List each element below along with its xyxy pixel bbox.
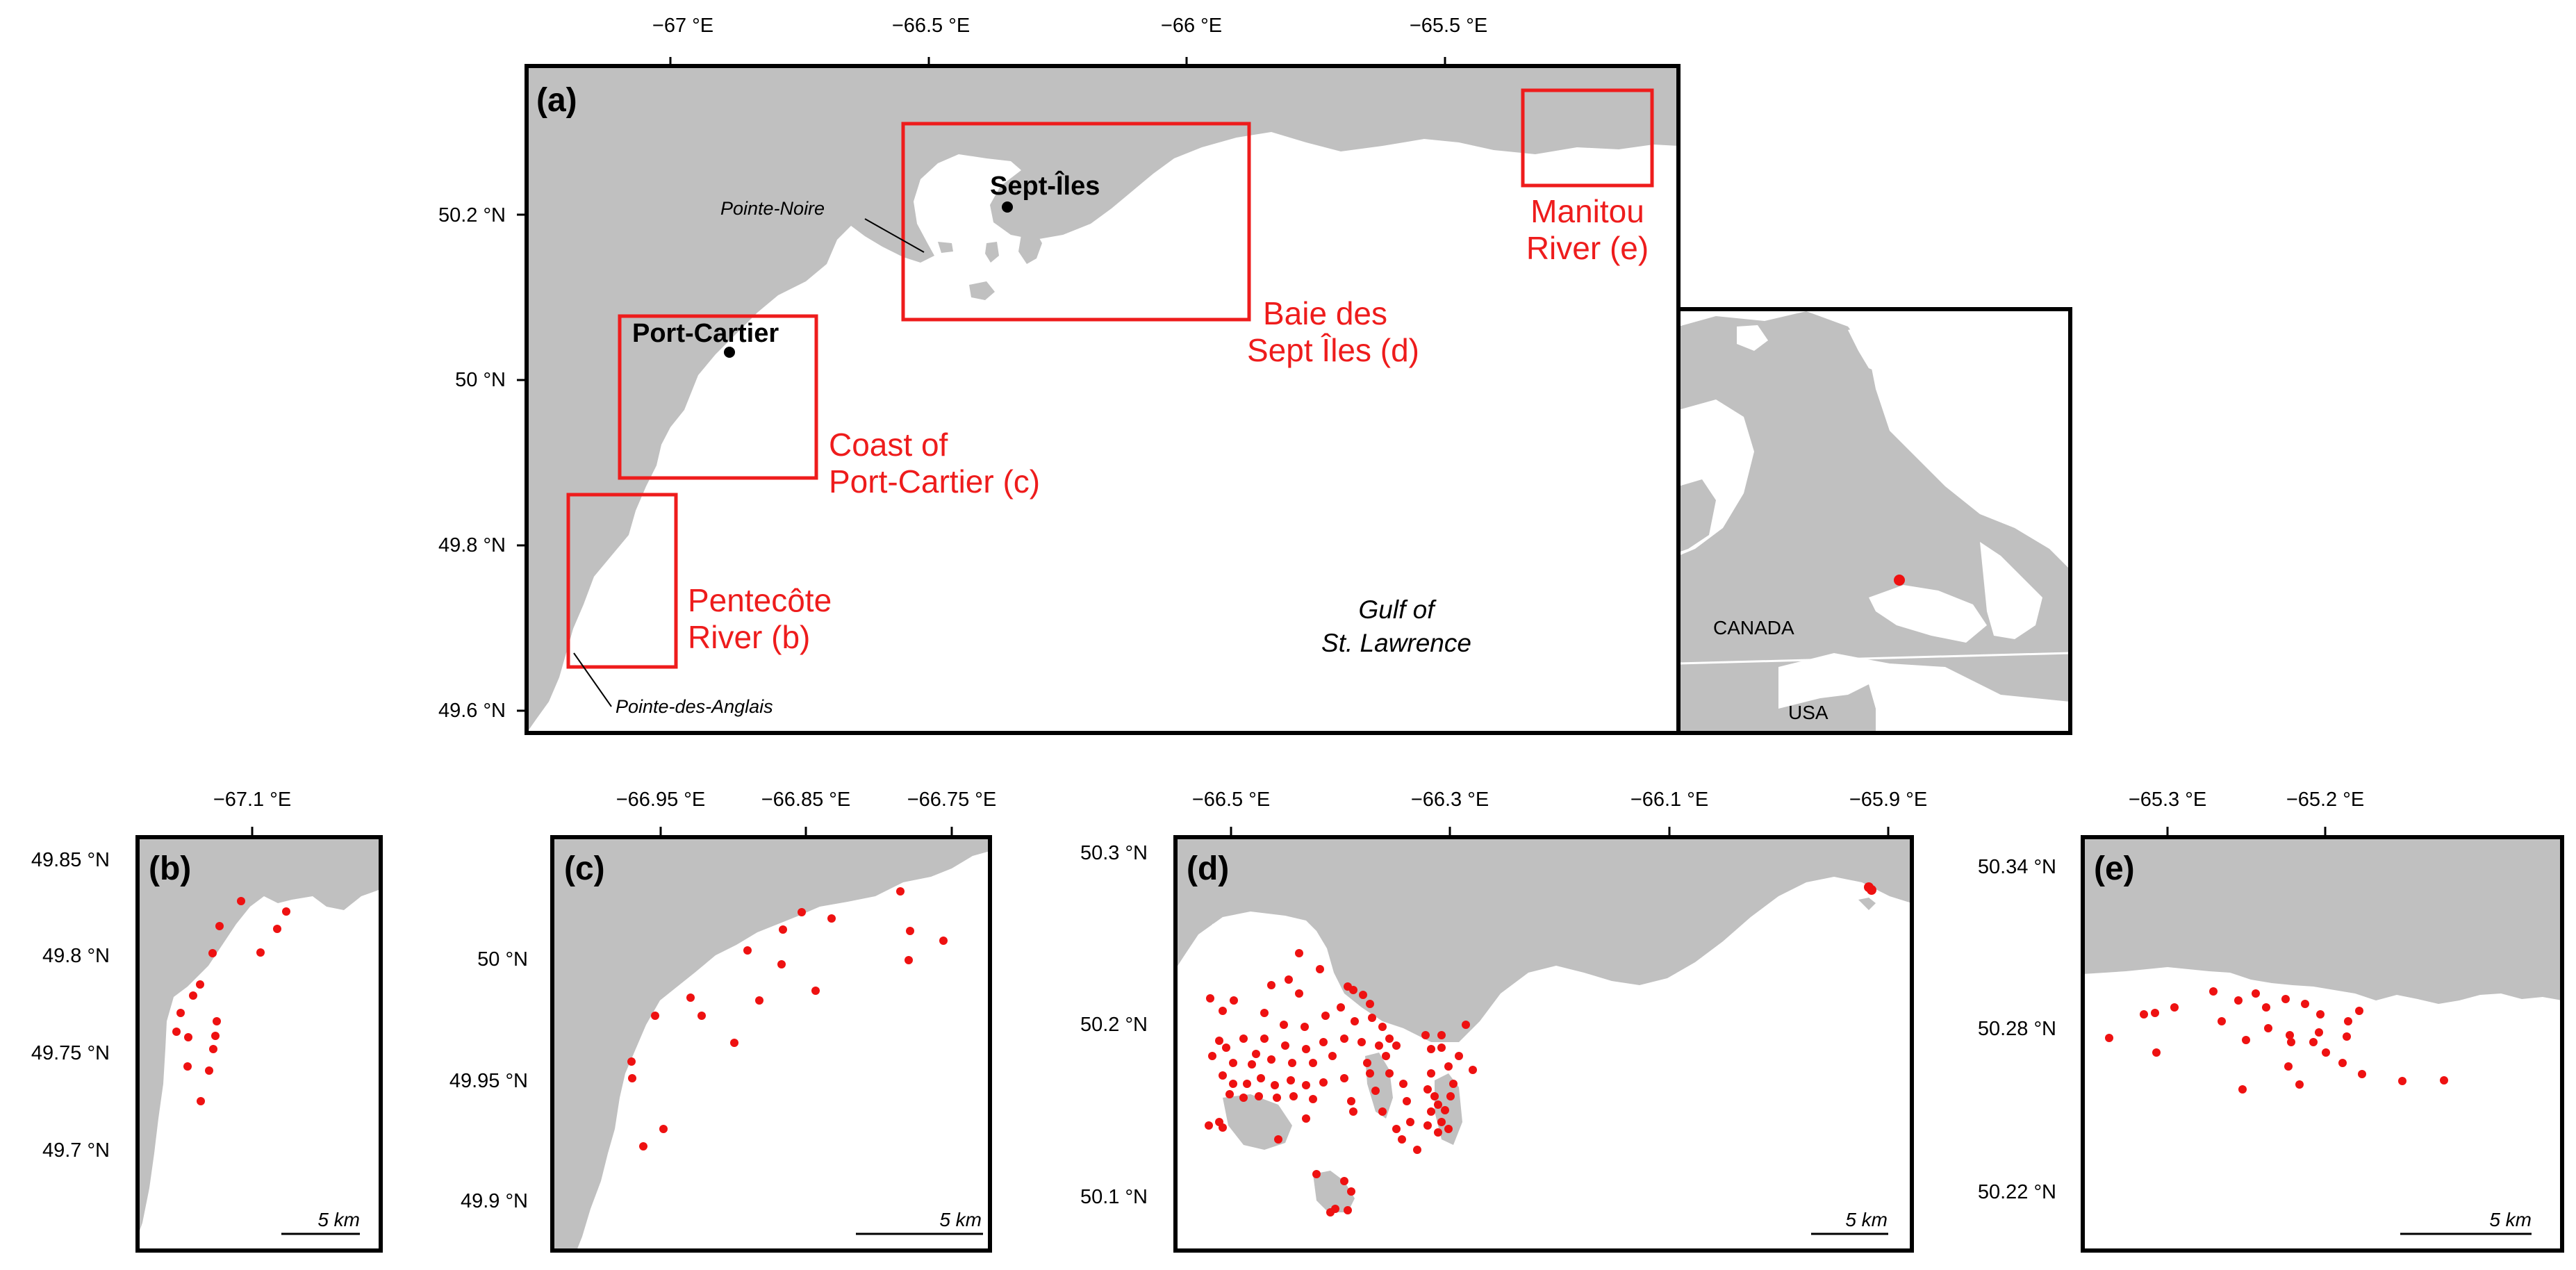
panel-d-top-tick-3: −66.1 °E <box>1630 789 1708 811</box>
island-petite-boule <box>985 242 999 263</box>
panel-c-top-tick-1: −66.95 °E <box>616 789 706 811</box>
panel-a-top-tick-3: −66 °E <box>1161 15 1222 37</box>
island-manowin <box>938 242 953 253</box>
inset-frame <box>1676 307 2072 735</box>
panel-b-land <box>138 837 381 1237</box>
panel-b: −67.1 °E 49.85 °N 49.8 °N 49.75 °N 49.7 … <box>31 789 383 1253</box>
zoom-box-baie-des-sept-iles <box>901 122 1251 322</box>
panel-e-left-tick-2: 50.28 °N <box>1978 1018 2056 1040</box>
panel-e-frame <box>2081 835 2564 1253</box>
panel-b-label: (b) <box>149 850 191 887</box>
zoom-box-pentecote <box>566 493 678 669</box>
port-cartier-marker <box>724 347 735 358</box>
panel-e-top-tick-2: −65.2 °E <box>2286 789 2364 811</box>
panel-d-left-tick-2: 50.2 °N <box>1080 1014 1148 1036</box>
panel-a-top-tick-1: −67 °E <box>652 15 713 37</box>
panel-b-left-tick-1: 49.85 °N <box>31 849 110 871</box>
panel-a-left-tick-4: 49.6 °N <box>438 700 506 722</box>
inset-map: CANADA USA <box>1676 307 2072 735</box>
panel-e-label: (e) <box>2094 850 2135 887</box>
study-area-marker <box>1894 575 1905 586</box>
panel-b-left-tick-4: 49.7 °N <box>42 1139 110 1162</box>
inset-canada-label: CANADA <box>1713 617 1794 638</box>
panel-a-left-tick-2: 50 °N <box>455 369 506 391</box>
island-grosse-boule <box>969 281 995 300</box>
panel-d: −66.5 °E −66.3 °E −66.1 °E −65.9 °E 50.3… <box>1080 789 1927 1253</box>
panel-c-points <box>627 887 948 1151</box>
port-cartier-label: Port-Cartier <box>632 319 779 348</box>
pointe-des-anglais-label: Pointe-des-Anglais <box>616 696 773 717</box>
panel-b-scale-label: 5 km <box>317 1209 360 1230</box>
panel-e-left-tick-1: 50.34 °N <box>1978 856 2056 878</box>
sept-iles-marker <box>1002 201 1013 213</box>
panel-e-land <box>2083 837 2562 1004</box>
label-baie-line1: Baie des <box>1263 295 1387 331</box>
panel-d-points <box>1205 882 1876 1217</box>
panel-d-top-tick-4: −65.9 °E <box>1849 789 1927 811</box>
panel-c-scale-label: 5 km <box>939 1209 982 1230</box>
panel-d-top-tick-1: −66.5 °E <box>1192 789 1270 811</box>
zoom-box-coast-port-cartier <box>618 314 818 480</box>
panel-a-label: (a) <box>536 82 577 119</box>
panel-b-left-tick-2: 49.8 °N <box>42 945 110 967</box>
panel-d-left-tick-3: 50.1 °N <box>1080 1186 1148 1208</box>
panel-c-land <box>552 837 990 1251</box>
panel-c-top-tick-2: −66.85 °E <box>761 789 851 811</box>
north-shore-land <box>527 66 1678 733</box>
gulf-label-line1: Gulf of <box>1359 595 1437 624</box>
island-grande-basque <box>1018 231 1042 264</box>
pointe-noire-label: Pointe-Noire <box>720 198 825 219</box>
panel-c-left-tick-3: 49.9 °N <box>461 1190 528 1212</box>
panel-a: −67 °E −66.5 °E −66 °E −65.5 °E 50.2 °N … <box>438 15 1681 735</box>
label-pentecote-line2: River (b) <box>688 619 810 655</box>
panel-e-left-tick-3: 50.22 °N <box>1978 1181 2056 1203</box>
label-baie-line2: Sept Îles (d) <box>1247 332 1419 368</box>
panel-a-left-tick-3: 49.8 °N <box>438 534 506 556</box>
panel-d-land <box>1175 837 1912 1042</box>
panel-c-label: (c) <box>564 850 605 887</box>
panel-d-label: (d) <box>1187 850 1229 887</box>
label-coast-line1: Coast of <box>829 427 948 463</box>
panel-a-top-tick-2: −66.5 °E <box>892 15 970 37</box>
panel-e-scale-label: 5 km <box>2489 1209 2532 1230</box>
label-coast-line2: Port-Cartier (c) <box>829 463 1040 500</box>
panel-a-top-tick-4: −65.5 °E <box>1410 15 1487 37</box>
label-manitou-line2: River (e) <box>1526 230 1649 266</box>
panel-c: −66.95 °E −66.85 °E −66.75 °E 50 °N 49.9… <box>449 789 997 1253</box>
panel-d-top-tick-2: −66.3 °E <box>1411 789 1489 811</box>
gulf-label-line2: St. Lawrence <box>1321 629 1471 657</box>
label-manitou-line1: Manitou <box>1530 193 1644 229</box>
panel-d-scale-label: 5 km <box>1845 1209 1888 1230</box>
panel-d-frame <box>1173 835 1914 1253</box>
panel-c-left-tick-1: 50 °N <box>477 948 528 971</box>
panel-e-points <box>2105 987 2448 1094</box>
panel-a-left-tick-1: 50.2 °N <box>438 204 506 226</box>
panel-b-top-tick-1: −67.1 °E <box>213 789 291 811</box>
panel-d-left-tick-1: 50.3 °N <box>1080 842 1148 864</box>
label-pentecote-line1: Pentecôte <box>688 582 832 618</box>
sept-iles-label: Sept-Îles <box>990 170 1100 201</box>
panel-c-left-tick-2: 49.95 °N <box>449 1070 528 1092</box>
zoom-box-manitou <box>1521 88 1654 188</box>
inset-usa-label: USA <box>1788 702 1828 723</box>
panel-b-frame <box>135 835 383 1253</box>
panel-e: −65.3 °E −65.2 °E 50.34 °N 50.28 °N 50.2… <box>1978 789 2564 1253</box>
panel-e-top-tick-1: −65.3 °E <box>2129 789 2206 811</box>
panel-c-top-tick-3: −66.75 °E <box>907 789 997 811</box>
panel-b-left-tick-3: 49.75 °N <box>31 1042 110 1064</box>
panel-b-points <box>172 897 290 1105</box>
panel-c-frame <box>550 835 992 1253</box>
